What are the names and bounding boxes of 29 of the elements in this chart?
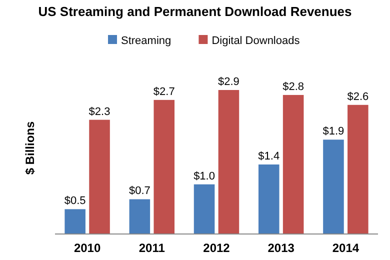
y-axis-title: $ Billions bbox=[23, 121, 37, 175]
x-tick-label: 2014 bbox=[332, 241, 360, 255]
x-tick-label: 2012 bbox=[203, 241, 230, 255]
legend-label: Streaming bbox=[121, 35, 172, 47]
data-label: $2.9 bbox=[218, 76, 240, 88]
chart-title: US Streaming and Permanent Download Revenues bbox=[38, 4, 352, 19]
bar bbox=[218, 90, 240, 234]
data-label: $1.0 bbox=[194, 170, 215, 182]
data-label: $2.6 bbox=[347, 90, 369, 103]
bar bbox=[154, 100, 175, 234]
bar bbox=[89, 120, 110, 234]
data-label: $2.8 bbox=[282, 80, 304, 93]
bar bbox=[129, 199, 150, 234]
bar bbox=[194, 184, 215, 234]
x-tick-label: 2010 bbox=[74, 241, 101, 255]
bar bbox=[64, 209, 86, 234]
bar bbox=[348, 104, 368, 234]
bar bbox=[323, 140, 344, 234]
x-tick-label: 2013 bbox=[268, 241, 295, 255]
data-label: $2.7 bbox=[153, 86, 175, 98]
data-label: $0.5 bbox=[64, 195, 86, 208]
bar bbox=[282, 94, 304, 234]
data-label: $0.7 bbox=[128, 185, 150, 198]
x-tick-label: 2011 bbox=[138, 241, 166, 255]
legend-label: Digital Downloads bbox=[212, 35, 300, 47]
data-label: $1.9 bbox=[322, 126, 344, 138]
data-label: $1.4 bbox=[258, 150, 280, 162]
bar bbox=[258, 164, 280, 234]
data-label: $2.3 bbox=[88, 106, 110, 118]
